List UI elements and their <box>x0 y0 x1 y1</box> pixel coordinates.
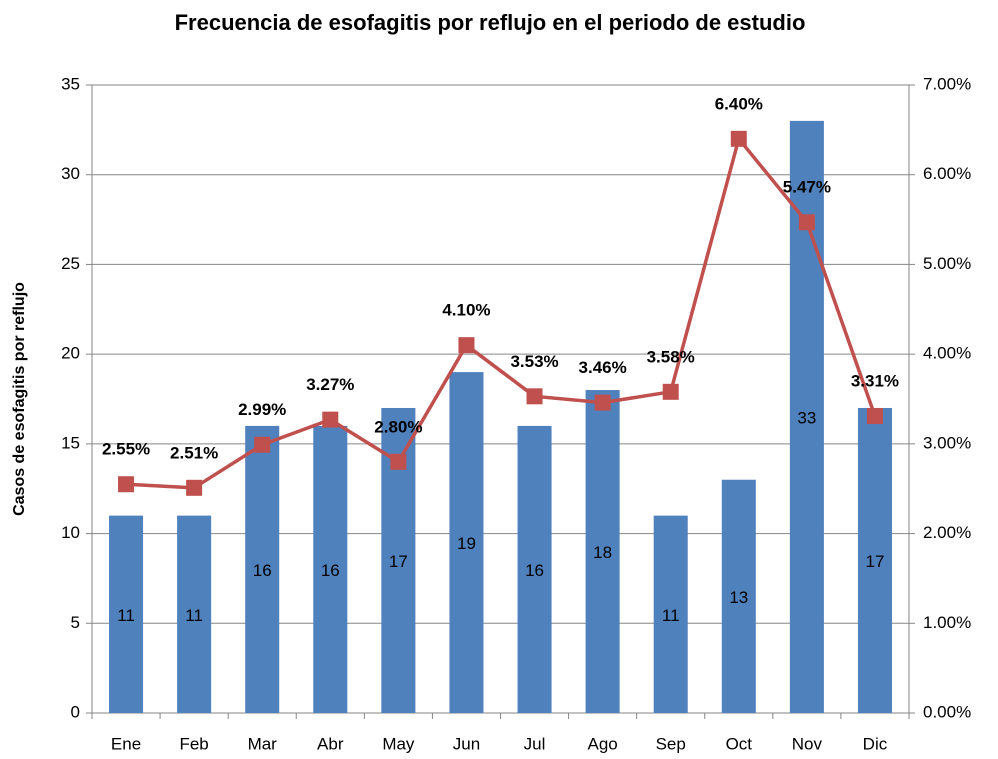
bar-label: 19 <box>457 534 476 553</box>
marker <box>730 130 747 147</box>
y-tick-label: 10 <box>61 523 80 542</box>
data-label: 6.40% <box>715 94 763 113</box>
bar <box>177 515 212 713</box>
x-tick-label: Mar <box>248 734 278 753</box>
x-tick-label: Feb <box>179 734 208 753</box>
bar <box>585 390 620 713</box>
bar <box>245 425 280 713</box>
x-tick-label: Dic <box>863 734 888 753</box>
x-tick-label: Sep <box>656 734 686 753</box>
bar-label: 11 <box>662 606 680 625</box>
y2-tick-label: 1.00% <box>923 613 971 632</box>
data-label: 3.31% <box>851 372 899 391</box>
bar <box>653 515 688 713</box>
x-tick-label: May <box>382 734 415 753</box>
y-tick-label: 5 <box>71 613 80 632</box>
data-label: 2.55% <box>102 440 150 459</box>
y-tick-label: 0 <box>71 702 80 721</box>
bar-label: 16 <box>253 561 272 580</box>
y2-tick-label: 3.00% <box>923 433 971 452</box>
marker <box>798 214 815 231</box>
x-tick-label: Jul <box>524 734 546 753</box>
marker <box>458 337 475 354</box>
bar <box>109 515 144 713</box>
data-label: 3.58% <box>647 347 695 366</box>
y-tick-label: 20 <box>61 344 80 363</box>
bar-label: 11 <box>185 606 203 625</box>
y2-tick-label: 6.00% <box>923 164 971 183</box>
y2-tick-label: 4.00% <box>923 344 971 363</box>
data-label: 2.51% <box>170 443 218 462</box>
y2-tick-label: 5.00% <box>923 254 971 273</box>
chart-title: Frecuencia de esofagitis por reflujo en … <box>175 10 806 35</box>
bar-label: 11 <box>117 606 135 625</box>
y2-tick-label: 2.00% <box>923 523 971 542</box>
bar <box>449 372 484 713</box>
bar-label: 17 <box>389 552 408 571</box>
bar-label: 18 <box>593 543 612 562</box>
marker <box>322 411 339 428</box>
x-tick-label: Oct <box>726 734 753 753</box>
y-tick-label: 15 <box>61 433 80 452</box>
bar <box>721 479 756 713</box>
data-label: 3.53% <box>510 352 558 371</box>
marker <box>390 453 407 470</box>
bar-label: 16 <box>321 561 340 580</box>
x-tick-label: Abr <box>317 734 344 753</box>
bar-label: 33 <box>797 408 816 427</box>
marker <box>594 394 611 411</box>
marker <box>662 383 679 400</box>
y-tick-label: 35 <box>61 74 80 93</box>
y-tick-label: 25 <box>61 254 80 273</box>
y-tick-label: 30 <box>61 164 80 183</box>
x-tick-label: Ene <box>111 734 141 753</box>
x-tick-label: Ago <box>588 734 618 753</box>
bar-label: 13 <box>729 588 748 607</box>
bar <box>857 407 892 713</box>
data-label: 3.46% <box>579 358 627 377</box>
data-label: 2.99% <box>238 400 286 419</box>
line <box>125 137 877 490</box>
marker <box>186 479 203 496</box>
bar <box>313 425 348 713</box>
marker <box>866 408 883 425</box>
x-tick-label: Nov <box>792 734 823 753</box>
y2-tick-label: 7.00% <box>923 74 971 93</box>
data-label: 4.10% <box>442 301 490 320</box>
y-axis-label: Casos de esofagitis por reflujo <box>11 282 28 516</box>
marker <box>118 476 135 493</box>
data-label: 5.47% <box>783 178 831 197</box>
bar-label: 16 <box>525 561 544 580</box>
y2-tick-label: 0.00% <box>923 702 971 721</box>
x-tick-label: Jun <box>453 734 480 753</box>
marker <box>254 436 271 453</box>
bar <box>517 425 552 713</box>
marker <box>526 388 543 405</box>
bar-label: 17 <box>865 552 884 571</box>
data-label: 2.80% <box>374 417 422 436</box>
data-label: 3.27% <box>306 375 354 394</box>
